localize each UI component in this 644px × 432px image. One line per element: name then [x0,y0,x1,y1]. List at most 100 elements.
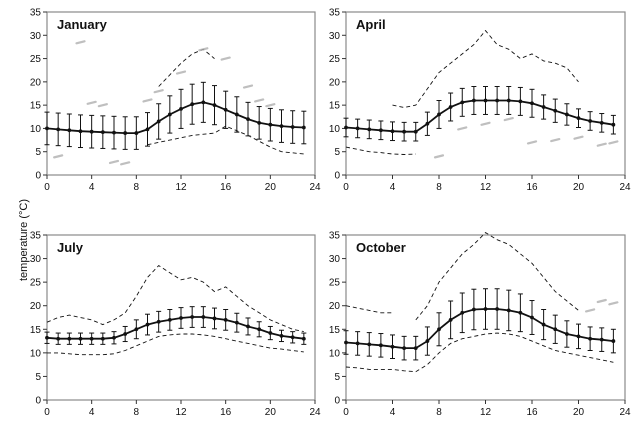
x-tick-label: 16 [220,407,232,418]
mean-point [56,127,61,132]
y-tick-label: 5 [334,372,340,383]
faded-trace-mark [480,121,491,126]
mean-point [588,336,593,341]
mean-point [518,310,523,315]
x-tick-label: 12 [480,407,492,418]
mean-line [46,101,304,135]
faded-trace-mark [75,40,86,45]
max-dashed-line [158,48,215,87]
y-tick-label: 0 [334,171,340,182]
mean-point [67,336,72,341]
mean-point [495,307,500,311]
max-dashed-line [46,265,304,333]
x-tick-label: 0 [44,407,50,418]
y-tick-label: 25 [30,278,42,289]
mean-point [223,317,228,322]
x-tick-label: 20 [573,182,585,193]
mean-point [45,335,49,340]
mean-point [495,98,500,103]
faded-trace-mark [108,159,120,165]
mean-line [46,316,304,340]
panel-july: 0 5 10 15 20 25 30 35 0 4 8 12 16 20 24 July [30,231,321,419]
min-dashed-line [147,125,304,155]
y-tick-label: 35 [30,8,42,19]
faded-trace-mark [265,103,276,108]
mean-point [201,315,206,319]
y-tick-label: 25 [329,278,341,289]
faded-trace-mark [457,126,468,131]
y-tick-label: 5 [334,147,340,158]
y-tick-label: 0 [35,396,41,407]
mean-point [344,125,348,130]
faded-trace-mark [53,154,64,159]
y-tick-label: 10 [30,348,42,359]
y-tick-label: 30 [30,31,42,42]
mean-point [145,127,150,132]
mean-point [167,112,172,117]
mean-point [483,98,488,103]
faded-trace-mark [596,142,607,147]
y-tick-label: 10 [329,348,341,359]
y-tick-label: 0 [35,171,41,182]
y-tick-label: 0 [334,396,340,407]
y-tick-label: 15 [30,101,42,112]
mean-point [89,129,94,134]
mean-point [483,307,488,311]
mean-point [212,103,217,108]
x-tick-label: 12 [175,407,187,418]
min-dashed-line [345,146,416,155]
max-dashed-line [345,305,393,314]
mean-point [460,100,465,105]
mean-point [100,130,105,135]
mean-point [402,129,407,134]
mean-point [234,112,239,117]
mean-point [123,332,128,336]
mean-point [56,336,61,341]
y-tick-label: 10 [329,124,341,135]
mean-point [530,315,534,320]
faded-trace-mark [242,84,254,89]
mean-point [279,124,284,128]
mean-point [448,317,453,322]
mean-point [78,336,83,341]
y-tick-label: 30 [329,31,341,42]
mean-point [576,116,581,121]
mean-point [89,336,94,341]
faded-trace-mark [220,56,231,61]
mean-point [471,307,476,312]
x-tick-label: 12 [480,182,492,193]
mean-point [100,336,105,341]
mean-point [45,126,49,131]
mean-point [234,320,239,325]
y-tick-label: 10 [30,124,42,135]
mean-point [67,128,72,133]
mean-point [506,308,511,313]
mean-point [518,99,523,104]
min-dashed-line [47,333,304,356]
mean-point [425,339,430,343]
mean-point [355,341,360,346]
panel-title: January [57,17,108,32]
x-tick-label: 8 [134,182,140,193]
mean-point [576,334,581,339]
mean-point [425,121,430,126]
mean-point [506,98,511,103]
mean-point [268,331,273,335]
faded-trace-mark [503,117,514,122]
mean-point [471,98,476,103]
mean-point [268,122,273,127]
x-tick-label: 24 [619,182,631,193]
mean-point [156,119,161,124]
x-tick-label: 4 [89,182,95,193]
mean-point [564,332,569,336]
mean-point [344,340,348,345]
y-tick-label: 25 [30,54,42,65]
mean-point [179,106,183,111]
mean-point [112,130,116,135]
y-tick-label: 20 [329,77,341,88]
faded-trace-mark [120,161,131,166]
mean-point [134,131,139,135]
mean-point [301,336,306,341]
mean-point [378,128,383,133]
